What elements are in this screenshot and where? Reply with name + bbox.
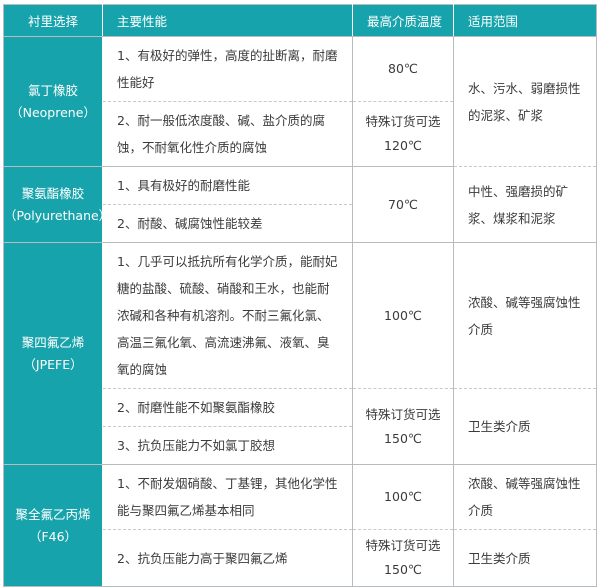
temperature-line: 70℃ — [388, 196, 418, 212]
material-name-cn: 氯丁橡胶 — [27, 82, 78, 98]
column-header-lining-selection: 衬里选择 — [3, 4, 103, 37]
property-cell: 1、不耐发烟硝酸、丁基锂，其他化学性能与聚四氟乙烯基本相同 — [102, 464, 353, 530]
scope-cell: 卫生类介质 — [453, 529, 597, 587]
table-row: 2、耐一般低浓度酸、碱、盐介质的腐蚀，不耐氧化性介质的腐蚀 特殊订货可选 120… — [4, 101, 597, 167]
column-header-main-properties: 主要性能 — [102, 4, 353, 37]
temperature-cell: 80℃ — [352, 36, 454, 102]
temperature-line: 100℃ — [384, 307, 422, 323]
temperature-line: 150℃ — [384, 562, 422, 577]
material-cell-polyurethane: 聚氨酯橡胶 （Polyurethane） — [3, 166, 112, 243]
property-cell: 1、有极好的弹性，高度的扯断离，耐磨性能好 — [102, 36, 353, 102]
material-name-en: （JPEFE） — [23, 356, 83, 372]
material-name-en: （Polyurethane） — [4, 207, 112, 223]
temperature-cell: 100℃ — [352, 464, 454, 530]
table-body: 氯丁橡胶 （Neoprene） 1、有极好的弹性，高度的扯断离，耐磨性能好 80… — [3, 36, 597, 587]
temperature-line: 80℃ — [388, 61, 418, 76]
table-row: 聚氨酯橡胶 （Polyurethane） 1、具有极好的耐磨性能 70℃ 中性、… — [3, 166, 597, 243]
property-cell: 2、耐一般低浓度酸、碱、盐介质的腐蚀，不耐氧化性介质的腐蚀 — [102, 101, 353, 167]
temperature-cell: 70℃ — [352, 166, 454, 243]
property-cell: 2、耐酸、碱腐蚀性能较差 — [102, 204, 353, 243]
material-name-cn: 聚四氟乙烯 — [21, 334, 85, 350]
scope-cell: 浓酸、碱等强腐蚀性介质 — [453, 242, 597, 389]
table-row: 聚四氟乙烯 （JPEFE） 1、几乎可以抵抗所有化学介质，能耐妃糖的盐酸、硫酸、… — [3, 242, 597, 465]
material-cell-jpefe: 聚四氟乙烯 （JPEFE） — [3, 242, 103, 465]
scope-cell: 中性、强磨损的矿浆、煤浆和泥浆 — [453, 166, 597, 243]
temperature-line: 100℃ — [384, 489, 422, 504]
temperature-cell: 特殊订货可选 120℃ — [352, 101, 454, 167]
property-cell: 2、抗负压能力高于聚四氟乙烯 — [102, 529, 353, 587]
temperature-line: 特殊订货可选 — [365, 114, 441, 129]
temperature-cell: 特殊订货可选 150℃ — [352, 529, 454, 587]
table-header: 衬里选择 主要性能 最高介质温度 适用范围 — [3, 4, 597, 37]
material-cell-neoprene: 氯丁橡胶 （Neoprene） — [3, 36, 103, 167]
material-name-en: （F46） — [28, 528, 78, 544]
temperature-line: 150℃ — [384, 430, 422, 446]
material-name-cn: 聚氨酯橡胶 — [21, 185, 85, 201]
material-name-en: （Neoprene） — [10, 104, 96, 120]
material-name-cn: 聚全氟乙丙烯 — [15, 506, 91, 522]
scope-cell: 水、污水、弱磨损性的泥浆、矿浆 — [453, 36, 597, 167]
table-row: 2、耐酸、碱腐蚀性能较差 — [4, 204, 597, 243]
temperature-cell: 100℃ — [352, 242, 454, 389]
column-header-max-temperature: 最高介质温度 — [352, 4, 454, 37]
property-cell: 2、耐磨性能不如聚氨酯橡胶 — [102, 388, 353, 427]
property-cell: 3、抗负压能力不如氯丁胶想 — [102, 426, 353, 465]
table-row: 氯丁橡胶 （Neoprene） 1、有极好的弹性，高度的扯断离，耐磨性能好 80… — [3, 36, 597, 167]
header-row: 衬里选择 主要性能 最高介质温度 适用范围 — [3, 4, 597, 37]
property-cell: 1、具有极好的耐磨性能 — [102, 166, 353, 205]
lining-selection-table-container: 衬里选择 主要性能 最高介质温度 适用范围 氯丁橡胶 （Neoprene） 1、… — [3, 4, 597, 587]
table-row: 聚全氟乙丙烯 （F46） 1、不耐发烟硝酸、丁基锂，其他化学性能与聚四氟乙烯基本… — [3, 464, 597, 587]
temperature-line: 120℃ — [384, 138, 422, 153]
temperature-line: 特殊订货可选 — [365, 406, 441, 422]
material-cell-f46: 聚全氟乙丙烯 （F46） — [3, 464, 103, 587]
scope-cell: 浓酸、碱等强腐蚀性介质 — [453, 464, 597, 530]
temperature-line: 特殊订货可选 — [365, 538, 441, 553]
column-header-applicable-scope: 适用范围 — [453, 4, 597, 37]
lining-selection-table: 衬里选择 主要性能 最高介质温度 适用范围 氯丁橡胶 （Neoprene） 1、… — [3, 4, 597, 587]
property-cell: 1、几乎可以抵抗所有化学介质，能耐妃糖的盐酸、硫酸、硝酸和王水，也能耐浓碱和各种… — [102, 242, 353, 389]
